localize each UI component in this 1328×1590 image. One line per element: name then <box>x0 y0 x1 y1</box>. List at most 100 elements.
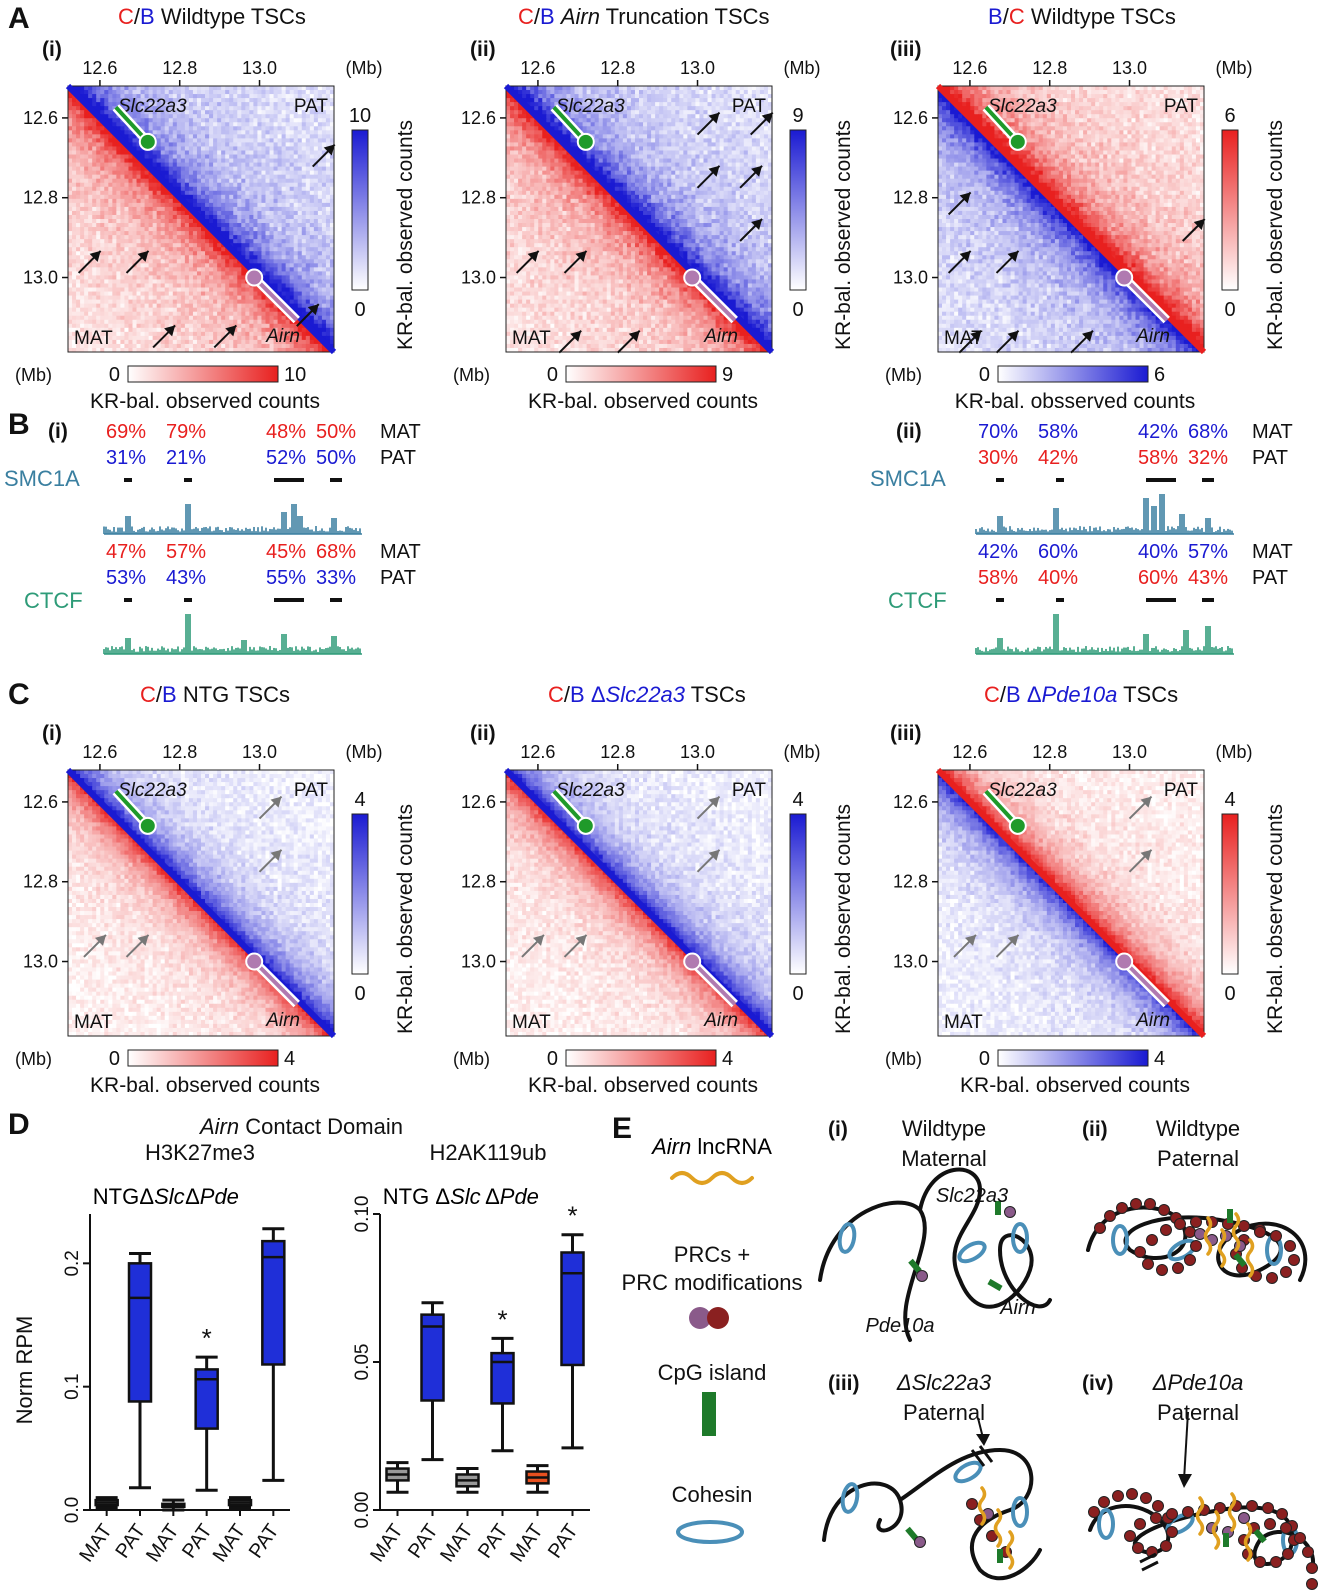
heatmap-cell <box>679 90 684 95</box>
heatmap-cell <box>743 86 749 91</box>
heatmap-cell <box>325 198 331 204</box>
heatmap-cell <box>225 295 230 301</box>
heatmap-cell <box>249 142 254 147</box>
heatmap-cell <box>257 206 262 212</box>
heatmap-cell <box>132 347 138 353</box>
heatmap-cell <box>261 223 266 228</box>
heatmap-cell <box>180 291 186 297</box>
heatmap-cell <box>209 98 214 103</box>
heatmap-cell <box>140 287 146 293</box>
heatmap-cell <box>205 138 210 143</box>
heatmap-cell <box>217 251 222 256</box>
heatmap-cell <box>285 319 291 325</box>
colorbar-bottom-min: 0 <box>109 364 120 386</box>
heatmap-cell <box>217 327 222 333</box>
heatmap-cell <box>72 114 77 119</box>
heatmap-cell <box>675 106 680 111</box>
heatmap-cell <box>112 287 117 293</box>
heatmap-cell <box>679 102 684 107</box>
heatmap-cell <box>68 114 73 119</box>
heatmap-cell <box>108 279 113 284</box>
heatmap-cell <box>329 263 335 268</box>
heatmap-cell <box>124 227 129 232</box>
heatmap-cell <box>229 94 234 99</box>
heatmap-cell <box>192 178 198 184</box>
heatmap-cell <box>221 255 226 260</box>
heatmap-cell <box>184 142 190 147</box>
heatmap-cell <box>152 287 158 293</box>
heatmap-cell <box>132 182 138 188</box>
heatmap-cell <box>168 126 174 131</box>
heatmap-cell <box>120 291 125 297</box>
heatmap-cell <box>667 90 672 95</box>
heatmap-cell <box>297 110 303 115</box>
heatmap-cell <box>184 323 190 329</box>
heatmap-cell <box>160 327 166 333</box>
heatmap-cell <box>176 343 182 349</box>
heatmap-cell <box>510 98 515 103</box>
heatmap-cell <box>168 162 174 168</box>
heatmap-cell <box>184 247 190 252</box>
heatmap-cell <box>136 86 142 91</box>
heatmap-cell <box>88 307 93 313</box>
heatmap-cell <box>132 295 138 301</box>
heatmap-cell <box>108 106 113 111</box>
heatmap-cell <box>245 339 250 345</box>
heatmap-cell <box>120 279 125 284</box>
heatmap-cell <box>630 90 636 95</box>
heatmap-cell <box>156 122 162 127</box>
heatmap-cell <box>542 114 547 119</box>
heatmap-cell <box>128 206 133 212</box>
heatmap-cell <box>112 142 117 147</box>
heatmap-cell <box>257 142 262 147</box>
heatmap-cell <box>634 114 640 119</box>
heatmap-cell <box>313 130 319 135</box>
heatmap-cell <box>329 98 335 103</box>
heatmap-cell <box>225 86 230 91</box>
heatmap-cell <box>241 146 246 151</box>
heatmap-cell <box>148 227 154 232</box>
heatmap-cell <box>152 114 158 119</box>
heatmap-cell <box>530 118 535 123</box>
heatmap-cell <box>221 154 226 160</box>
heatmap-cell <box>80 259 85 264</box>
heatmap-cell <box>297 259 303 264</box>
heatmap-cell <box>257 198 262 204</box>
heatmap-cell <box>100 214 105 220</box>
heatmap-cell <box>92 182 97 188</box>
heatmap-cell <box>176 146 182 151</box>
heatmap-cell <box>156 162 162 168</box>
heatmap-cell <box>731 102 737 107</box>
heatmap-cell <box>201 142 206 147</box>
heatmap-cell <box>108 154 113 160</box>
heatmap-cell <box>245 251 250 256</box>
heatmap-cell <box>265 198 271 204</box>
heatmap-cell <box>221 142 226 147</box>
heatmap-cell <box>273 243 279 248</box>
heatmap-cell <box>269 251 275 256</box>
heatmap-cell <box>100 138 105 143</box>
heatmap-cell <box>112 138 117 143</box>
heatmap-cell <box>188 331 194 337</box>
heatmap-cell <box>104 98 109 103</box>
heatmap-cell <box>76 190 81 196</box>
heatmap-cell <box>329 299 335 305</box>
heatmap-cell <box>160 307 166 313</box>
heatmap-cell <box>188 243 194 248</box>
heatmap-cell <box>241 315 246 321</box>
heatmap-cell <box>626 98 632 103</box>
heatmap-cell <box>209 235 214 240</box>
heatmap-cell <box>229 146 234 151</box>
heatmap-cell <box>659 94 664 99</box>
heatmap-cell <box>229 110 234 115</box>
heatmap-cell <box>739 94 745 99</box>
heatmap-cell <box>96 194 101 200</box>
heatmap-cell <box>329 331 335 337</box>
heatmap-cell <box>253 194 258 200</box>
heatmap-cell <box>76 327 81 333</box>
heatmap-cell <box>237 291 242 297</box>
heatmap-cell <box>229 287 234 293</box>
heatmap-cell <box>136 90 142 95</box>
heatmap-cell <box>675 102 680 107</box>
heatmap-cell <box>277 275 283 280</box>
